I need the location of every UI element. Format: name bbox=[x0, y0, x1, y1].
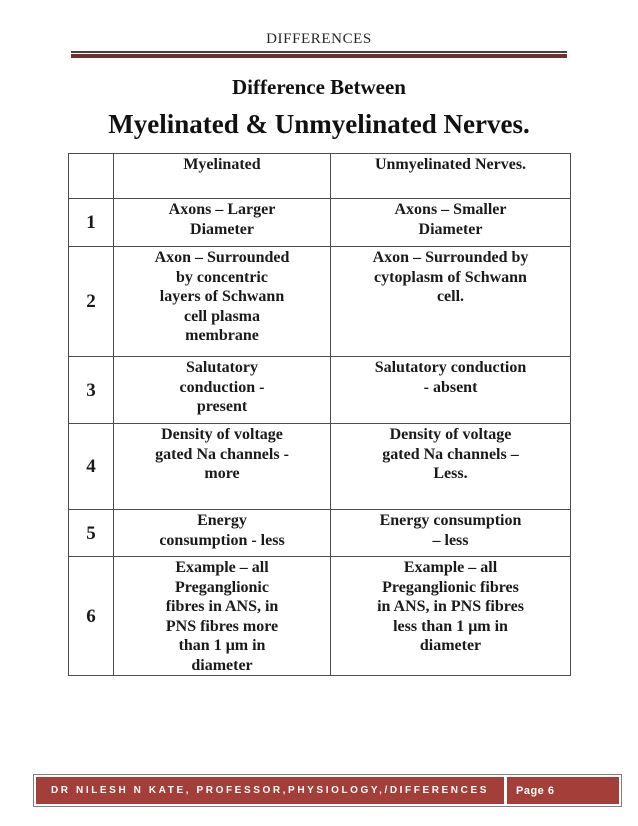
myelinated-cell: Salutatory conduction - present bbox=[113, 356, 331, 424]
unmyelinated-cell: Axon – Surrounded by cytoplasm of Schwan… bbox=[330, 246, 571, 357]
unmyelinated-cell: Axons – Smaller Diameter bbox=[330, 198, 571, 247]
header-rule-gap bbox=[71, 53, 567, 54]
unmyelinated-cell: Density of voltage gated Na channels – L… bbox=[330, 423, 571, 510]
row-number: 1 bbox=[68, 198, 114, 247]
table-row: 2 Axon – Surrounded by concentric layers… bbox=[68, 246, 571, 357]
header-cell-number bbox=[68, 153, 114, 199]
header-cell-unmyelinated: Unmyelinated Nerves. bbox=[330, 153, 571, 199]
header-rule-thin-line bbox=[71, 51, 567, 53]
page-footer: DR NILESH N KATE, PROFESSOR,PHYSIOLOGY,/… bbox=[33, 774, 622, 807]
header-cell-myelinated: Myelinated bbox=[113, 153, 331, 199]
document-title-line2: Myelinated & Unmyelinated Nerves. bbox=[108, 109, 530, 139]
row-number: 2 bbox=[68, 246, 114, 357]
table-row: 5 Energy consumption - less Energy consu… bbox=[68, 509, 571, 557]
myelinated-cell: Axon – Surrounded by concentric layers o… bbox=[113, 246, 331, 357]
unmyelinated-cell: Example – all Preganglionic fibres in AN… bbox=[330, 555, 571, 677]
myelinated-cell: Density of voltage gated Na channels - m… bbox=[113, 423, 331, 510]
unmyelinated-cell: Salutatory conduction - absent bbox=[330, 356, 571, 424]
row-number: 3 bbox=[68, 356, 114, 424]
document-title-line1: Difference Between bbox=[232, 75, 406, 99]
running-header-title: DIFFERENCES bbox=[266, 31, 372, 47]
table-header-row: Myelinated Unmyelinated Nerves. bbox=[68, 153, 571, 199]
differences-table: Myelinated Unmyelinated Nerves. 1 Axons … bbox=[68, 153, 571, 677]
page-header: DIFFERENCES bbox=[0, 0, 638, 58]
table-row: 4 Density of voltage gated Na channels -… bbox=[68, 423, 571, 510]
table-row: 1 Axons – Larger Diameter Axons – Smalle… bbox=[68, 198, 571, 247]
footer-page-number: Page 6 bbox=[507, 777, 619, 804]
footer-author-text: DR NILESH N KATE, PROFESSOR,PHYSIOLOGY,/… bbox=[36, 777, 504, 804]
myelinated-cell: Example – all Preganglionic fibres in AN… bbox=[113, 555, 331, 677]
row-number: 6 bbox=[68, 555, 114, 677]
header-rule-thick-line bbox=[71, 54, 567, 58]
header-rule bbox=[71, 51, 567, 58]
table-row: 3 Salutatory conduction - present Saluta… bbox=[68, 356, 571, 424]
row-number: 4 bbox=[68, 423, 114, 510]
myelinated-cell: Energy consumption - less bbox=[113, 509, 331, 557]
table-row: 6 Example – all Preganglionic fibres in … bbox=[68, 555, 571, 677]
unmyelinated-cell: Energy consumption – less bbox=[330, 509, 571, 557]
row-number: 5 bbox=[68, 509, 114, 557]
myelinated-cell: Axons – Larger Diameter bbox=[113, 198, 331, 247]
